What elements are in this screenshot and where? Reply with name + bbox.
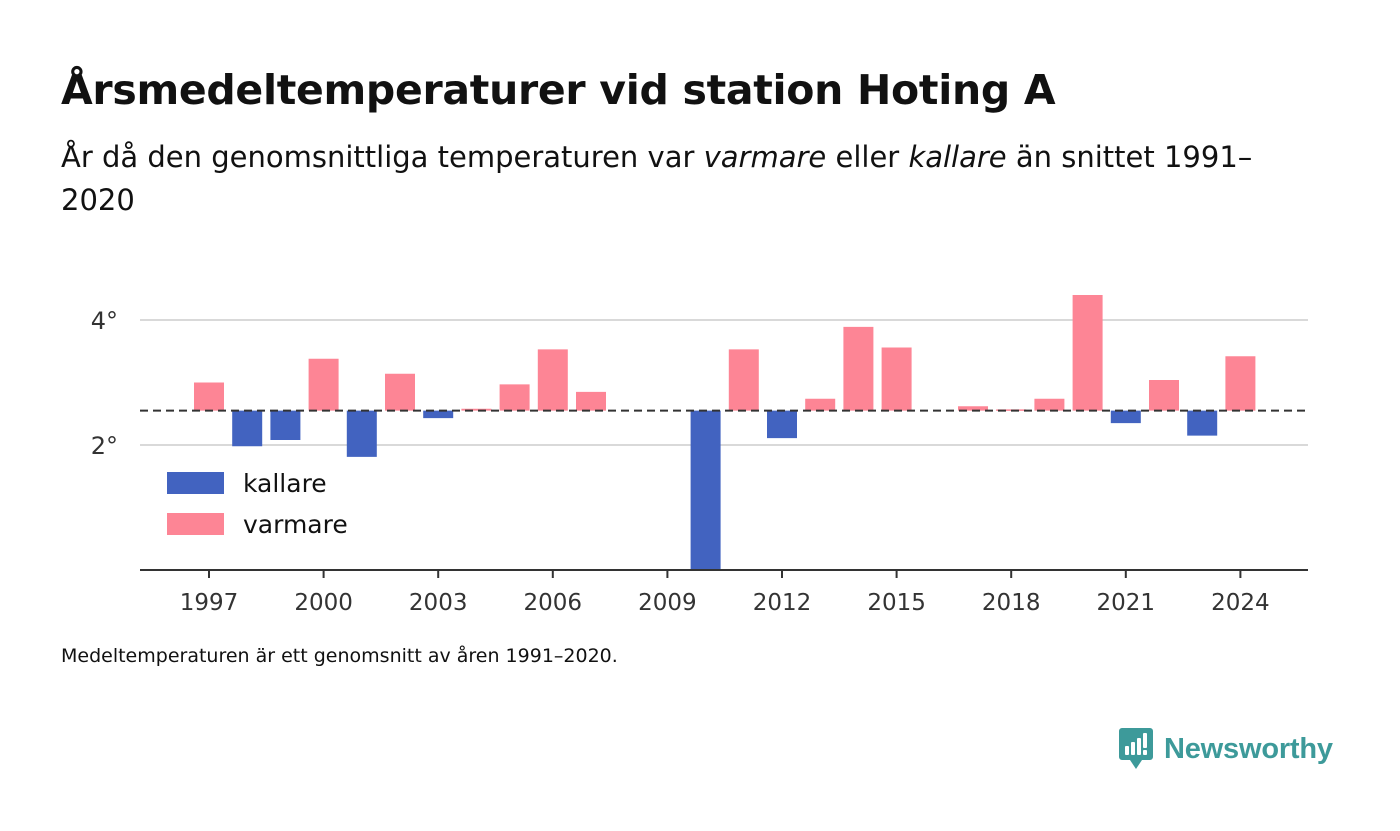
chart-subtitle: År då den genomsnittliga temperaturen va…	[61, 136, 1321, 222]
x-tick-label: 2006	[524, 590, 583, 616]
x-axis-ticks: 1997 2000 2003 2006 2009 2012 2015 2018 2021 2024	[180, 570, 1270, 616]
legend-swatch-warm	[167, 513, 224, 535]
bar-cold	[1110, 410, 1141, 424]
legend-swatch-cold	[167, 472, 224, 494]
bar-warm	[308, 358, 339, 411]
bar-warm	[728, 349, 759, 411]
x-tick-label: 2015	[867, 590, 926, 616]
bar-warm	[1072, 295, 1103, 411]
subtitle-cold-word: kallare	[908, 140, 1007, 174]
subtitle-mid: eller	[826, 140, 909, 174]
legend: kallare varmare	[167, 469, 348, 539]
bar-warm	[194, 382, 224, 411]
newsworthy-logo-icon	[1119, 728, 1153, 769]
bar-warm	[958, 406, 988, 411]
brand-logo: Newsworthy	[1118, 727, 1333, 771]
grid-lines	[140, 319, 1308, 446]
legend-label-warm: varmare	[243, 510, 348, 539]
x-tick-label: 2009	[638, 590, 697, 616]
bar-cold	[232, 410, 263, 447]
bars	[194, 295, 1256, 570]
brand-name: Newsworthy	[1164, 732, 1333, 765]
footnote: Medeltemperaturen är ett genomsnitt av å…	[61, 645, 618, 667]
bar-warm	[881, 347, 912, 411]
x-tick-label: 2012	[753, 590, 812, 616]
x-tick-label: 2018	[982, 590, 1041, 616]
bar-warm	[537, 349, 568, 411]
bar-warm	[843, 326, 874, 411]
y-tick-label: 4°	[91, 307, 118, 335]
bar-warm	[385, 373, 415, 411]
subtitle-pre: År då den genomsnittliga temperaturen va…	[61, 140, 704, 174]
bar-cold	[270, 410, 301, 440]
bar-warm	[461, 408, 492, 411]
x-tick-label: 2000	[294, 590, 353, 616]
subtitle-post: än snittet 1991–2020	[61, 140, 1253, 217]
chart-title: Årsmedeltemperaturer vid station Hoting …	[61, 66, 1056, 114]
x-tick-label: 2024	[1211, 590, 1270, 616]
bar-cold	[690, 410, 721, 570]
subtitle-warm-word: varmare	[703, 140, 827, 174]
bar-cold	[1187, 410, 1218, 436]
bar-warm	[1225, 356, 1256, 411]
x-tick-label: 1997	[180, 590, 239, 616]
x-tick-label: 2003	[409, 590, 468, 616]
bar-warm	[1034, 398, 1065, 411]
bar-cold	[346, 410, 377, 457]
y-axis-labels: 4° 2°	[91, 307, 118, 460]
bar-cold	[767, 410, 797, 439]
bar-warm	[576, 391, 606, 411]
bar-cold	[423, 410, 454, 419]
x-tick-label: 2021	[1097, 590, 1156, 616]
legend-label-cold: kallare	[243, 469, 327, 498]
bar-warm	[1149, 380, 1179, 411]
y-tick-label: 2°	[91, 432, 118, 460]
bar-warm	[499, 384, 530, 411]
bar-warm	[805, 398, 836, 411]
